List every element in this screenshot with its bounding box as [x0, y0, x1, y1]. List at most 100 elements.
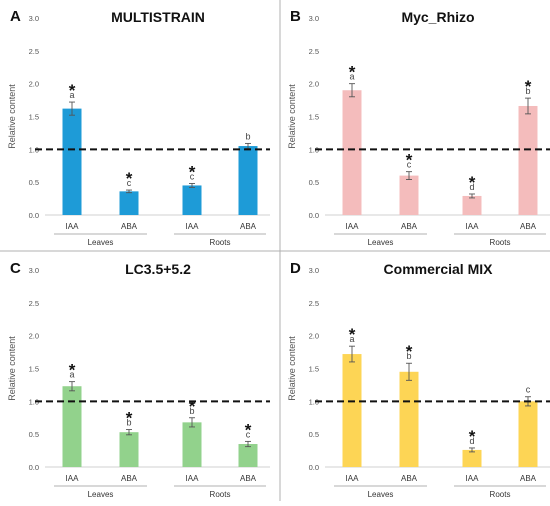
y-tick-label: 3.0	[309, 14, 319, 23]
bar	[119, 191, 139, 215]
significance-letter: c	[127, 178, 132, 188]
bar	[182, 185, 202, 215]
x-tick-label: IAA	[466, 222, 480, 231]
group-label: Leaves	[368, 490, 394, 499]
bar	[342, 354, 362, 467]
group-label: Leaves	[88, 238, 114, 247]
bar	[518, 105, 538, 215]
chart-title: Commercial MIX	[384, 261, 494, 277]
y-tick-label: 2.5	[29, 47, 39, 56]
bar	[399, 371, 419, 467]
significance-letter: b	[189, 406, 194, 416]
bar	[238, 444, 258, 467]
y-tick-label: 1.5	[29, 113, 39, 122]
significance-star: *	[126, 169, 133, 188]
significance-star: *	[69, 361, 76, 380]
y-axis-title: Relative content	[7, 336, 17, 401]
x-tick-label: ABA	[520, 474, 537, 483]
x-tick-label: IAA	[346, 474, 360, 483]
y-tick-label: 3.0	[29, 14, 39, 23]
significance-star: *	[349, 63, 356, 82]
y-tick-label: 1.0	[29, 397, 39, 406]
significance-letter: c	[190, 171, 195, 181]
y-axis-title: Relative content	[287, 84, 297, 149]
x-tick-label: ABA	[520, 222, 537, 231]
significance-letter: b	[245, 131, 250, 141]
y-axis-title: Relative content	[7, 84, 17, 149]
significance-letter: d	[469, 436, 474, 446]
y-tick-label: 1.5	[309, 113, 319, 122]
panel-letter: C	[10, 260, 21, 277]
y-tick-label: 0.5	[309, 178, 319, 187]
group-label: Roots	[490, 238, 511, 247]
panel-letter: D	[290, 260, 301, 277]
significance-star: *	[126, 409, 133, 428]
significance-star: *	[245, 420, 252, 439]
group-label: Roots	[490, 490, 511, 499]
y-tick-label: 1.0	[309, 145, 319, 154]
x-tick-label: ABA	[240, 222, 257, 231]
group-label: Roots	[210, 238, 231, 247]
significance-letter: a	[349, 334, 354, 344]
bar	[462, 449, 482, 467]
x-tick-label: IAA	[186, 222, 200, 231]
bar	[462, 195, 482, 215]
chart-title: LC3.5+5.2	[125, 261, 191, 277]
y-tick-label: 0.0	[309, 211, 319, 220]
chart-panel-a: A MULTISTRAIN 0.0 0.5 1.0 1.5 2.0 2.5 3.0 Relativ…	[7, 8, 270, 247]
bar	[518, 401, 538, 467]
x-tick-label: IAA	[66, 474, 80, 483]
chart-panel-b: B Myc_Rhizo 0.0 0.5 1.0 1.5 2.0 2.5 3.0 Relative …	[287, 8, 550, 247]
y-tick-label: 2.0	[309, 80, 319, 89]
y-tick-label: 2.5	[29, 299, 39, 308]
chart-title: MULTISTRAIN	[111, 9, 205, 25]
significance-star: *	[349, 325, 356, 344]
x-tick-label: IAA	[346, 222, 360, 231]
bar	[62, 108, 82, 215]
y-tick-label: 3.0	[29, 266, 39, 275]
significance-letter: a	[69, 370, 74, 380]
y-tick-label: 0.5	[29, 430, 39, 439]
y-tick-label: 0.0	[29, 211, 39, 220]
y-tick-label: 1.0	[309, 397, 319, 406]
significance-letter: c	[246, 429, 251, 439]
bar	[342, 90, 362, 215]
chart-panel-c: C LC3.5+5.2 0.0 0.5 1.0 1.5 2.0 2.5 3.0 Relative …	[7, 260, 270, 499]
y-tick-label: 2.5	[309, 47, 319, 56]
y-tick-label: 2.0	[29, 332, 39, 341]
chart-panel-d: D Commercial MIX 0.0 0.5 1.0 1.5 2.0 2.5 3.0 Rela…	[287, 260, 550, 499]
significance-star: *	[189, 397, 196, 416]
y-tick-label: 2.0	[309, 332, 319, 341]
chart-title: Myc_Rhizo	[401, 9, 474, 25]
significance-letter: c	[526, 385, 531, 395]
x-tick-label: IAA	[186, 474, 200, 483]
bar	[62, 386, 82, 467]
group-label: Leaves	[88, 490, 114, 499]
y-axis-title: Relative content	[287, 336, 297, 401]
y-tick-label: 0.5	[29, 178, 39, 187]
significance-star: *	[469, 173, 476, 192]
y-tick-label: 3.0	[309, 266, 319, 275]
panel-letter: A	[10, 8, 21, 25]
significance-letter: b	[406, 351, 411, 361]
significance-letter: a	[69, 90, 74, 100]
y-tick-label: 0.5	[309, 430, 319, 439]
y-tick-label: 0.0	[29, 463, 39, 472]
group-label: Leaves	[368, 238, 394, 247]
significance-star: *	[406, 151, 413, 170]
significance-star: *	[406, 342, 413, 361]
bar	[182, 422, 202, 467]
x-tick-label: ABA	[240, 474, 257, 483]
x-tick-label: ABA	[401, 474, 418, 483]
y-tick-label: 1.0	[29, 145, 39, 154]
significance-letter: d	[469, 182, 474, 192]
significance-letter: c	[407, 160, 412, 170]
y-tick-label: 2.5	[309, 299, 319, 308]
significance-star: *	[525, 77, 532, 96]
bar	[399, 175, 419, 215]
x-tick-label: ABA	[121, 222, 138, 231]
significance-star: *	[189, 162, 196, 181]
significance-letter: b	[525, 86, 530, 96]
group-label: Roots	[210, 490, 231, 499]
